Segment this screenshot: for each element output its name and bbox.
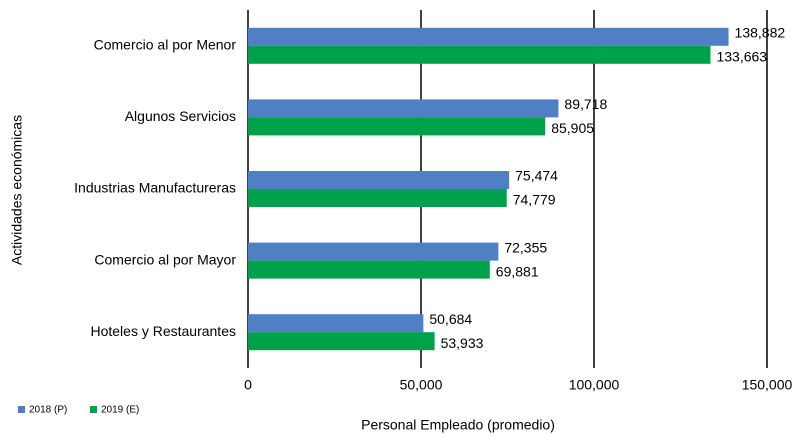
bar [248,332,435,351]
legend-swatch [18,406,25,413]
bar [248,99,559,118]
x-axis-title: Personal Empleado (promedio) [361,417,555,433]
legend-label: 2019 (E) [101,405,139,416]
y-tick-label: Algunos Servicios [125,108,236,124]
legend-swatch [90,406,97,413]
y-axis-title: Actividades económicas [9,115,25,265]
data-label: 89,718 [564,96,607,112]
data-label: 133,663 [716,49,767,65]
y-tick-label: Comercio al por Mayor [94,251,236,267]
data-label: 72,355 [504,239,547,255]
data-label: 53,933 [441,335,484,351]
legend-label: 2018 (P) [29,405,67,416]
y-tick-label: Industrias Manufactureras [74,180,236,196]
bar [248,314,424,333]
data-label: 74,779 [513,192,556,208]
data-label: 50,684 [429,311,472,327]
y-tick-label: Hoteles y Restaurantes [90,323,236,339]
x-tick-label: 150,000 [742,377,793,393]
x-tick-label: 100,000 [569,377,620,393]
bar [248,117,546,136]
data-label: 69,881 [496,263,539,279]
x-tick-label: 50,000 [400,377,443,393]
bar [248,27,729,46]
data-label: 85,905 [551,120,594,136]
bar [248,189,507,207]
bar [248,260,490,279]
x-tick-label: 0 [244,377,252,393]
data-label: 138,882 [735,25,786,41]
bar [248,171,510,189]
data-label: 75,474 [515,168,558,184]
y-tick-label: Comercio al por Menor [94,37,237,53]
bar [248,242,499,261]
bar [248,45,711,64]
